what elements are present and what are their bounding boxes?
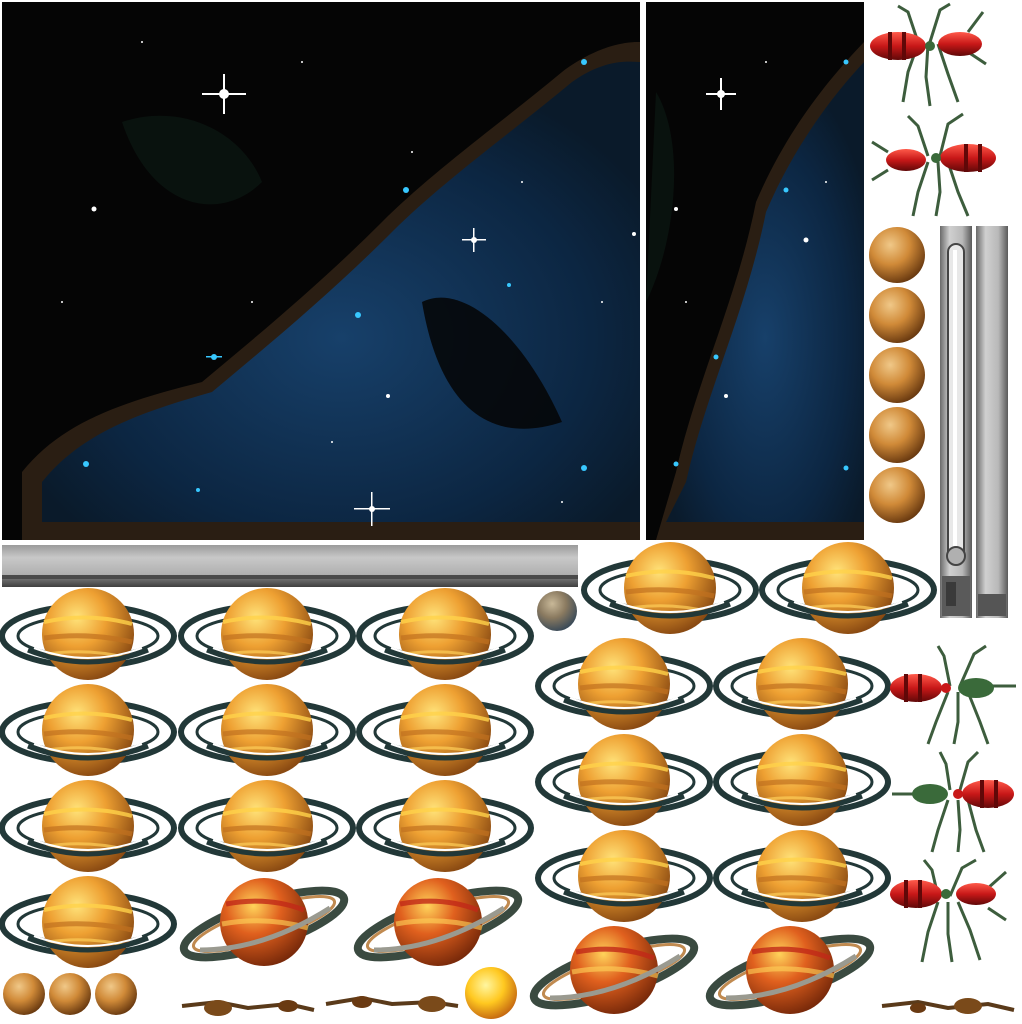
ringed-planet-frame [714, 642, 890, 732]
bug-frame [870, 2, 987, 107]
ringed-planet-frame [179, 688, 355, 778]
ringed-planet-frame [0, 784, 176, 874]
planet-frame [869, 227, 925, 283]
ringed-planet-frame [536, 642, 712, 732]
moon-frame [537, 591, 577, 631]
metal-bar-vertical [976, 226, 1008, 618]
ringed-planet-frame [0, 688, 176, 778]
bug-frame [890, 644, 1016, 745]
planet-frame [869, 287, 925, 343]
tilted-planet-frame [180, 880, 352, 970]
moon-frame [49, 973, 91, 1015]
sun-frame [465, 967, 517, 1019]
moon-frame [3, 973, 45, 1015]
ringed-planet-frame [179, 784, 355, 874]
tilted-planet-frame [706, 928, 878, 1018]
planet-frame [869, 467, 925, 523]
ringed-planet-frame [179, 592, 355, 682]
ringed-planet-frame [357, 688, 533, 778]
metal-tube-vertical [940, 226, 972, 618]
tilted-planet-frame [354, 880, 526, 970]
bug-frame [892, 750, 1014, 853]
ringed-planet-frame [536, 738, 712, 828]
planet-frame [869, 347, 925, 403]
ringed-planet-frame [536, 834, 712, 924]
planet-frame [869, 407, 925, 463]
wreck-frame [881, 998, 1015, 1014]
metal-bar-horizontal [2, 545, 578, 587]
space-background-large [2, 2, 640, 540]
ringed-planet-frame [582, 546, 758, 636]
ringed-planet-frame [357, 784, 533, 874]
ringed-planet-frame [760, 546, 936, 636]
space-background-narrow [646, 2, 864, 540]
wreck-frame [181, 999, 315, 1016]
ringed-planet-frame [714, 738, 890, 828]
bug-frame [871, 112, 996, 217]
bug-frame [890, 858, 1007, 963]
moon-frame [95, 973, 137, 1015]
tilted-planet-frame [530, 928, 702, 1018]
ringed-planet-frame [357, 592, 533, 682]
ringed-planet-frame [0, 592, 176, 682]
ringed-planet-frame [714, 834, 890, 924]
wreck-frame [325, 995, 459, 1012]
ringed-planet-frame [0, 880, 176, 970]
